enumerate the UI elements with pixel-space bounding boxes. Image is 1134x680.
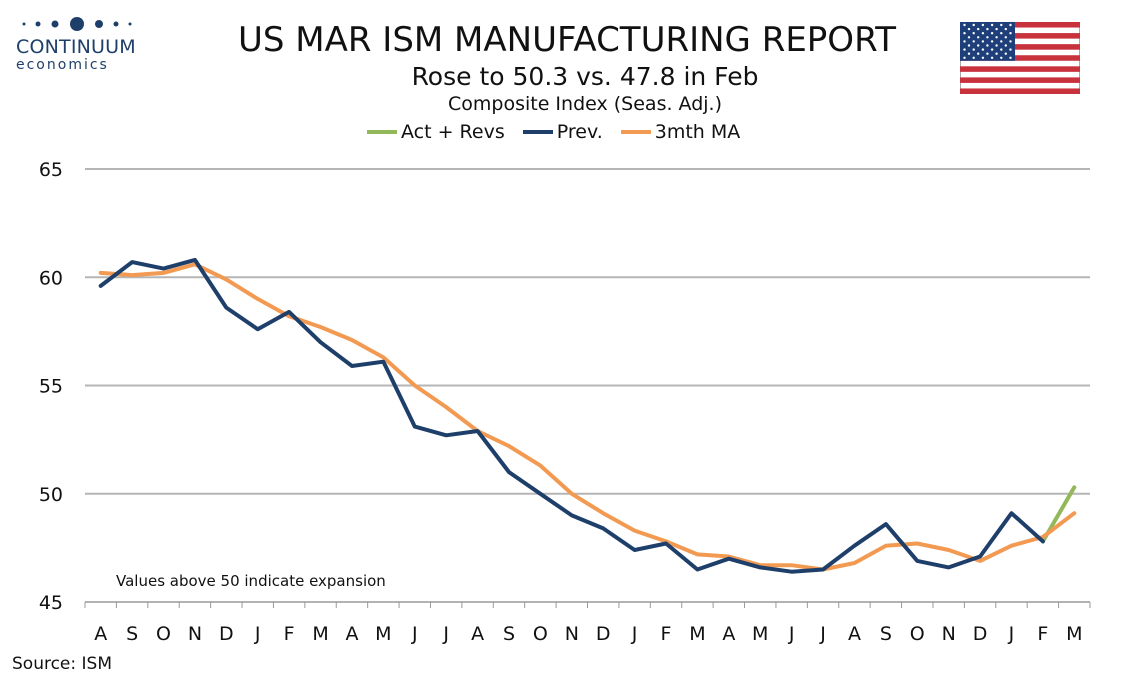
series-line-prev: [98, 257, 1045, 574]
x-tick-label: A: [471, 623, 484, 645]
logo-dots-icon: [22, 17, 132, 31]
x-tick-label: A: [848, 623, 861, 645]
x-tick-label: D: [973, 623, 988, 645]
y-tick-label: 65: [39, 159, 63, 181]
legend-item-prev: Prev.: [522, 121, 603, 143]
x-tick-label: N: [188, 623, 202, 645]
x-tick-label: S: [126, 623, 138, 645]
x-tick-label: J: [411, 623, 418, 645]
x-tick-label: J: [1008, 623, 1015, 645]
x-tick-label: M: [1066, 623, 1082, 645]
x-tick-label: J: [631, 623, 638, 645]
x-tick-label: M: [752, 623, 768, 645]
x-tick-label: S: [880, 623, 892, 645]
legend-label-prev: Prev.: [556, 121, 603, 143]
legend-item-act-revs: Act + Revs: [367, 121, 505, 143]
chart-subtitle: Rose to 50.3 vs. 47.8 in Feb: [411, 62, 759, 91]
y-tick-label: 60: [39, 267, 63, 289]
x-tick-label: A: [722, 623, 735, 645]
chart-annotation: Values above 50 indicate expansion: [116, 572, 386, 590]
x-tick-label: F: [661, 623, 672, 645]
logo-word-continuum: CONTINUUM: [16, 36, 136, 58]
y-tick-label: 50: [39, 484, 63, 506]
chart-subtitle-index: Composite Index (Seas. Adj.): [447, 93, 723, 115]
chart-legend: Act + Revs Prev. 3mth MA: [367, 120, 758, 144]
x-tick-label: O: [156, 623, 171, 645]
legend-swatch-3mth-ma: [620, 130, 651, 134]
x-tick-label: N: [565, 623, 579, 645]
continuum-economics-logo: CONTINUUM economics: [10, 10, 140, 80]
x-tick-label: S: [503, 623, 515, 645]
legend-swatch-act-revs: [367, 130, 397, 134]
x-tick-label: J: [442, 623, 449, 645]
x-tick-label: J: [254, 623, 261, 645]
x-tick-label: F: [284, 623, 295, 645]
x-tick-label: F: [1037, 623, 1048, 645]
x-tick-label: A: [94, 623, 107, 645]
x-tick-label: M: [375, 623, 391, 645]
legend-label-3mth-ma: 3mth MA: [654, 121, 741, 143]
x-tick-label: M: [689, 623, 705, 645]
x-tick-label: O: [910, 623, 925, 645]
us-flag-icon: [960, 22, 1080, 94]
x-tick-label: M: [312, 623, 328, 645]
x-tick-label: N: [942, 623, 956, 645]
legend-swatch-prev: [522, 130, 553, 134]
x-tick-label: D: [596, 623, 611, 645]
series-line-3mth-ma: [98, 262, 1077, 572]
x-tick-label: J: [788, 623, 795, 645]
y-tick-label: 55: [39, 376, 63, 398]
legend-label-act-revs: Act + Revs: [401, 121, 505, 143]
chart-title: US MAR ISM MANUFACTURING REPORT: [238, 20, 896, 60]
x-tick-label: D: [219, 623, 234, 645]
x-tick-label: O: [533, 623, 548, 645]
x-tick-label: J: [819, 623, 826, 645]
y-tick-label: 45: [39, 592, 63, 614]
legend-item-3mth-ma: 3mth MA: [620, 121, 741, 143]
source-note: Source: ISM: [12, 654, 112, 674]
x-tick-label: A: [345, 623, 358, 645]
logo-word-economics: economics: [16, 57, 109, 73]
